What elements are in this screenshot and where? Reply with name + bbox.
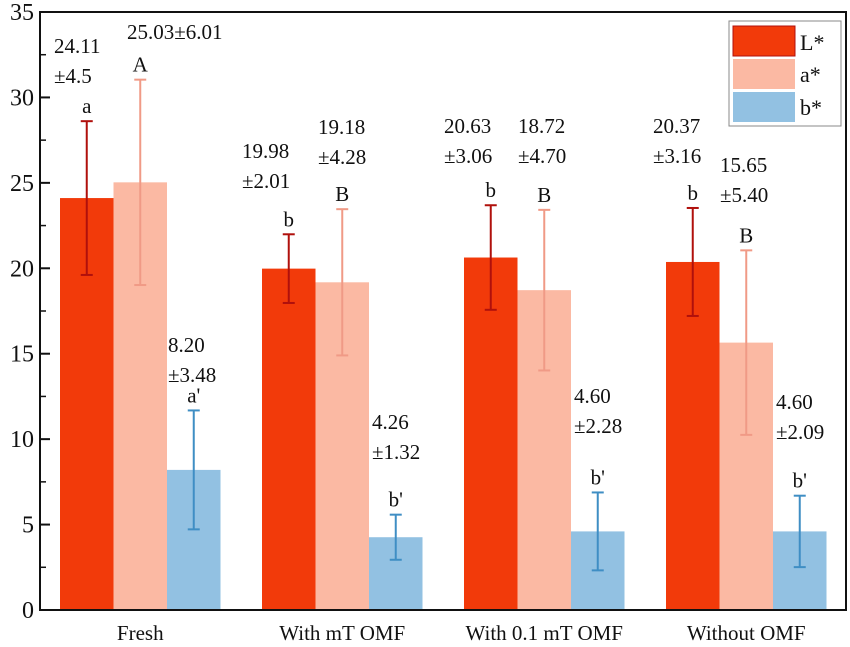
x-axis: Fresh With mT OMF With 0.1 mT OMF Without O…	[117, 621, 806, 645]
error-label: ±4.5	[54, 64, 92, 88]
y-tick-label: 10	[10, 427, 34, 453]
value-label: 24.11	[54, 34, 100, 58]
y-tick-label: 30	[10, 85, 34, 111]
value-label: 20.37	[653, 114, 700, 138]
significance-letter: B	[335, 182, 349, 206]
significance-letter: b'	[591, 465, 605, 489]
value-label: 4.26	[372, 410, 409, 434]
significance-letter: b'	[793, 469, 807, 493]
error-label: ±3.06	[444, 144, 492, 168]
legend-swatch-a	[733, 59, 795, 89]
bars-layer	[60, 182, 827, 611]
x-category-label: Without OMF	[687, 621, 806, 645]
y-tick-label: 35	[10, 0, 34, 26]
significance-letter: b	[486, 178, 497, 202]
legend-label-a: a*	[800, 62, 821, 87]
y-axis: 0 5 10 15 20 25 30 35	[10, 0, 50, 624]
annotations-layer: a b b b A B B Ba' b' b' b' 24.11 ±4.5 19.98 ±2.01 20.63…	[54, 20, 824, 512]
significance-letter: B	[537, 183, 551, 207]
x-category-label: Fresh	[117, 621, 164, 645]
y-tick-label: 15	[10, 342, 34, 368]
legend: L* a* b*	[728, 20, 842, 127]
y-tick-label: 0	[22, 598, 34, 624]
value-label: 19.98	[242, 139, 289, 163]
legend-swatch-l	[732, 25, 796, 57]
error-bars-layer	[80, 78, 806, 572]
error-label: ±2.09	[776, 420, 824, 444]
error-label: ±2.28	[574, 414, 622, 438]
y-tick-label: 20	[10, 256, 34, 282]
significance-letter: b'	[389, 488, 403, 512]
significance-letter: a'	[187, 383, 200, 407]
error-label: ±3.48	[168, 363, 216, 387]
value-label: 4.60	[776, 390, 813, 414]
value-label: 8.20	[168, 333, 205, 357]
significance-letter: b	[688, 181, 699, 205]
y-tick-label: 5	[22, 513, 34, 539]
legend-label-b: b*	[800, 95, 822, 120]
legend-swatch-b	[733, 92, 795, 122]
bar-L-1	[262, 268, 316, 610]
error-label: ±4.70	[518, 144, 566, 168]
error-label: ±3.16	[653, 144, 701, 168]
value-label: 15.65	[720, 153, 767, 177]
x-category-label: With 0.1 mT OMF	[466, 621, 623, 645]
significance-letter: B	[739, 223, 753, 247]
y-tick-label: 25	[10, 171, 34, 197]
value-label: 4.60	[574, 384, 611, 408]
bar-L-2	[464, 257, 518, 610]
error-label: ±1.32	[372, 440, 420, 464]
value-label: 20.63	[444, 114, 491, 138]
x-category-label: With mT OMF	[279, 621, 405, 645]
error-label: ±4.28	[318, 145, 366, 169]
legend-label-l: L*	[800, 30, 824, 55]
significance-letter: b	[284, 207, 295, 231]
error-label: ±2.01	[242, 169, 290, 193]
significance-letter: a	[82, 94, 92, 118]
bar-L-3	[666, 261, 720, 610]
error-label: ±5.40	[720, 183, 768, 207]
value-label: 25.03±6.01	[127, 20, 223, 44]
significance-letter: A	[133, 53, 149, 77]
value-label: 19.18	[318, 115, 365, 139]
value-label: 18.72	[518, 114, 565, 138]
